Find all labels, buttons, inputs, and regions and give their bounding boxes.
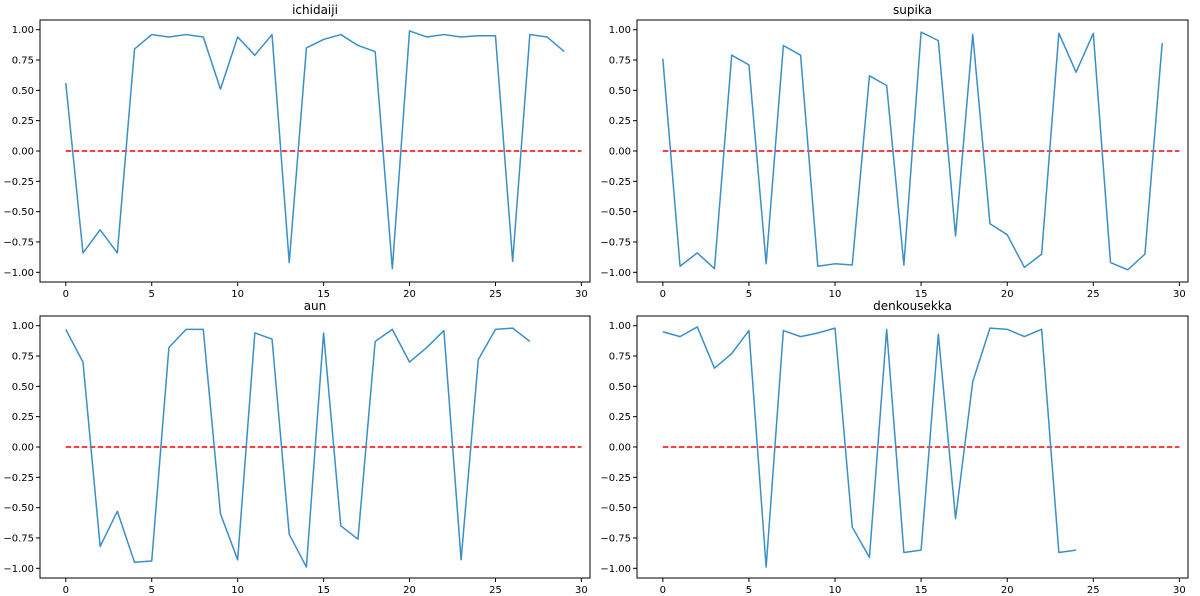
x-tick-label: 10 [231,289,244,300]
y-tick-label: 0.50 [609,86,631,97]
x-tick-label: 25 [1087,289,1100,300]
y-tick-label: 0.75 [609,56,631,67]
x-tick-label: 15 [915,289,928,300]
chart-title: denkousekka [873,299,952,313]
y-tick-label: 0.50 [12,86,34,97]
y-tick-label: 0.25 [609,412,631,423]
y-tick-label: 0.50 [12,382,34,393]
y-tick-label: −1.00 [600,268,631,279]
x-tick-label: 5 [746,289,752,300]
series-line-0 [65,30,565,270]
y-tick-label: 0.75 [609,352,631,363]
chart-panel-aun: aun 0 5 10 15 20 25 30 −1.00 −0.75 −0.50 −0.25 0.00 0… [3,299,591,596]
x-tick-label: 30 [575,289,588,300]
x-tick-label: 30 [1173,289,1186,300]
x-tick-label: 25 [489,289,502,300]
chart-panel-supika: supika 0 5 10 15 20 25 30 −1.00 −0.75 −0.50 −0.25 0.… [600,3,1189,300]
x-tick-label: 5 [746,585,752,596]
x-tick-label: 30 [1173,585,1186,596]
y-tick-label: 0.00 [12,443,34,454]
x-tick-label: 15 [317,585,330,596]
x-tick-label: 20 [403,289,416,300]
y-tick-label: 0.00 [609,147,631,158]
y-tick-label: −1.00 [600,564,631,575]
y-tick-label: 0.25 [12,412,34,423]
x-tick-label: 25 [1087,585,1100,596]
x-tick-label: 5 [149,585,155,596]
x-tick-label: 0 [660,289,666,300]
y-tick-label: 0.75 [12,56,34,67]
x-tick-label: 20 [1001,289,1014,300]
y-tick-label: 1.00 [609,25,631,36]
x-tick-label: 15 [915,585,928,596]
y-tick-label: 0.00 [609,443,631,454]
y-tick-label: −0.75 [600,533,631,544]
y-tick-label: −0.75 [3,533,34,544]
x-tick-label: 0 [660,585,666,596]
y-tick-label: −0.25 [600,177,631,188]
x-tick-label: 0 [63,289,69,300]
chart-panel-denkousekka: denkousekka 0 5 10 15 20 25 30 −1.00 −0.75 −0.50 −0… [600,299,1189,596]
y-tick-label: −0.25 [600,473,631,484]
chart-title: aun [304,299,327,313]
y-tick-label: 0.00 [12,147,34,158]
x-tick-label: 5 [149,289,155,300]
y-tick-label: −0.75 [3,237,34,248]
y-tick-label: −1.00 [3,564,34,575]
x-tick-label: 0 [63,585,69,596]
series-line-0 [662,326,1077,568]
series-line-0 [65,327,531,568]
x-tick-label: 25 [489,585,502,596]
chart-title: supika [893,3,932,17]
y-tick-label: −0.50 [3,503,34,514]
y-tick-label: 1.00 [12,25,34,36]
y-tick-label: −0.50 [600,503,631,514]
y-tick-label: −0.25 [3,177,34,188]
series-line-0 [662,31,1163,271]
x-tick-label: 10 [829,289,842,300]
x-tick-label: 30 [575,585,588,596]
y-tick-label: 0.25 [12,116,34,127]
y-tick-label: −0.50 [600,207,631,218]
x-tick-label: 15 [317,289,330,300]
x-tick-label: 20 [1001,585,1014,596]
y-tick-label: −0.50 [3,207,34,218]
chart-title: ichidaiji [292,3,338,17]
x-tick-label: 20 [403,585,416,596]
y-tick-label: 0.50 [609,382,631,393]
chart-panel-ichidaiji: ichidaiji 0 5 10 15 20 25 30 −1.00 −0.75 −0.50 −0.2… [3,3,591,300]
y-tick-label: −0.25 [3,473,34,484]
y-tick-label: 1.00 [12,321,34,332]
y-tick-label: 0.25 [609,116,631,127]
y-tick-label: 1.00 [609,321,631,332]
y-tick-label: −1.00 [3,268,34,279]
y-tick-label: −0.75 [600,237,631,248]
x-tick-label: 10 [829,585,842,596]
y-tick-label: 0.75 [12,352,34,363]
x-tick-label: 10 [231,585,244,596]
